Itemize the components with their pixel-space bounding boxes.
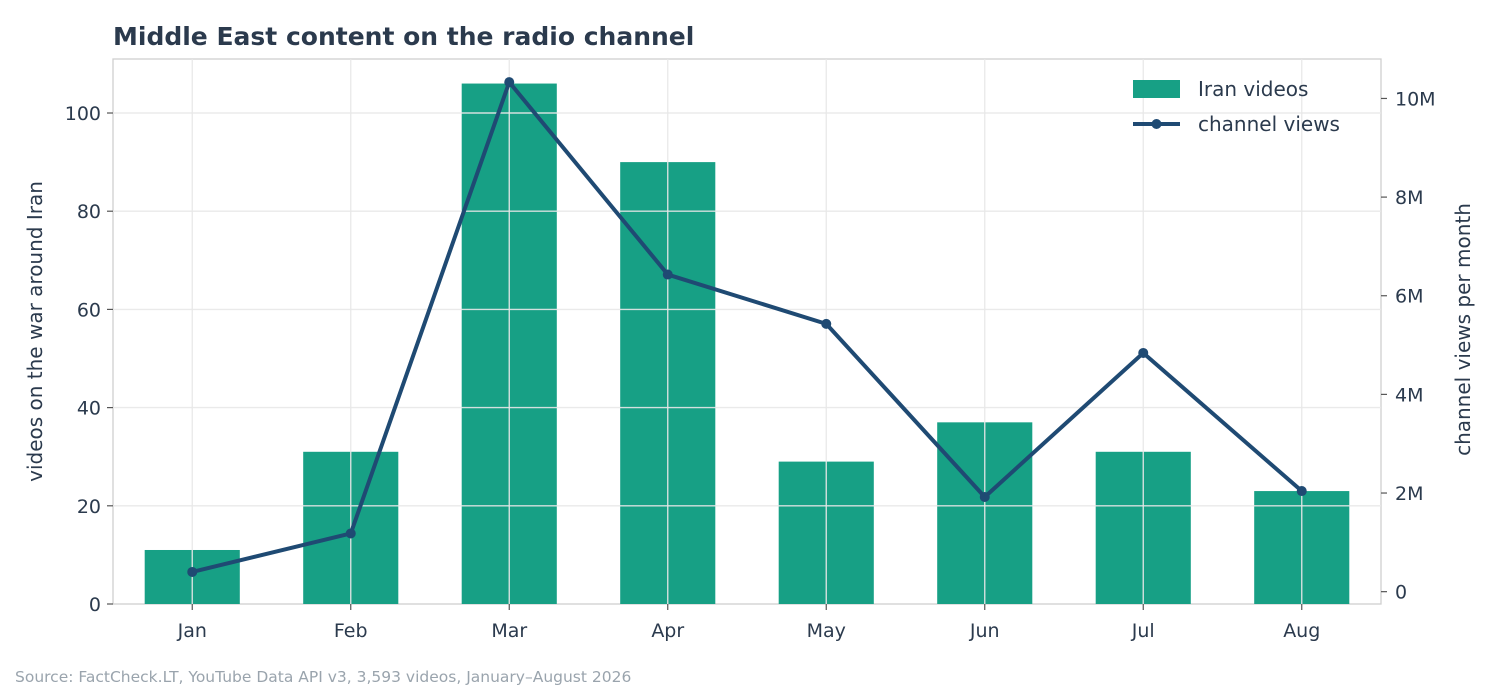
axes: 0 20 40 60 80 100 0 2M 4M 6M 8M 10M Jan Feb Mar Apr May J… — [23, 88, 1475, 642]
y2-tick-label: 10M — [1395, 88, 1436, 110]
y2-axis-label: channel views per month — [1451, 203, 1475, 456]
y2-tick-label: 6M — [1395, 286, 1423, 308]
legend: Iran videos channel views — [1133, 77, 1340, 136]
legend-label-iran-videos: Iran videos — [1198, 77, 1308, 101]
source-note: Source: FactCheck.LT, YouTube Data API v… — [15, 668, 632, 686]
legend-marker-channel-views — [1151, 119, 1162, 129]
views-point-jun — [979, 491, 990, 502]
y2-tick-label: 4M — [1395, 384, 1423, 406]
x-tick-label: Jan — [177, 620, 207, 642]
x-tick-label: Jul — [1131, 620, 1155, 642]
x-tick-label: Jun — [969, 620, 1000, 642]
views-point-feb — [345, 528, 356, 539]
views-point-may — [821, 318, 832, 329]
views-point-jan — [187, 566, 198, 577]
views-point-jul — [1138, 347, 1149, 358]
views-point-mar — [504, 77, 515, 88]
y2-tick-label: 0 — [1395, 582, 1407, 604]
x-tick-label: Mar — [491, 620, 527, 642]
x-tick-label: Feb — [334, 620, 368, 642]
y-tick-label: 100 — [65, 103, 101, 125]
y-tick-label: 80 — [77, 201, 101, 223]
y-tick-label: 60 — [77, 299, 101, 321]
y-tick-label: 40 — [77, 398, 101, 420]
views-point-aug — [1296, 486, 1307, 497]
legend-label-channel-views: channel views — [1198, 112, 1340, 136]
bar-series — [144, 83, 1350, 605]
y-axis-label: videos on the war around Iran — [23, 181, 47, 482]
y2-tick-label: 8M — [1395, 187, 1423, 209]
y-tick-label: 20 — [77, 496, 101, 518]
views-point-apr — [662, 269, 673, 280]
plot-frame — [112, 58, 1382, 605]
views-line — [190, 80, 1304, 574]
y2-tick-label: 2M — [1395, 483, 1423, 505]
legend-swatch-iran-videos — [1133, 80, 1180, 98]
line-series — [187, 77, 1307, 577]
chart-title: Middle East content on the radio channel — [113, 22, 695, 51]
x-tick-label: Apr — [651, 620, 684, 642]
x-tick-label: Aug — [1283, 620, 1320, 642]
y-tick-label: 0 — [89, 594, 101, 616]
x-tick-label: May — [807, 620, 846, 642]
gridlines — [113, 59, 1381, 604]
